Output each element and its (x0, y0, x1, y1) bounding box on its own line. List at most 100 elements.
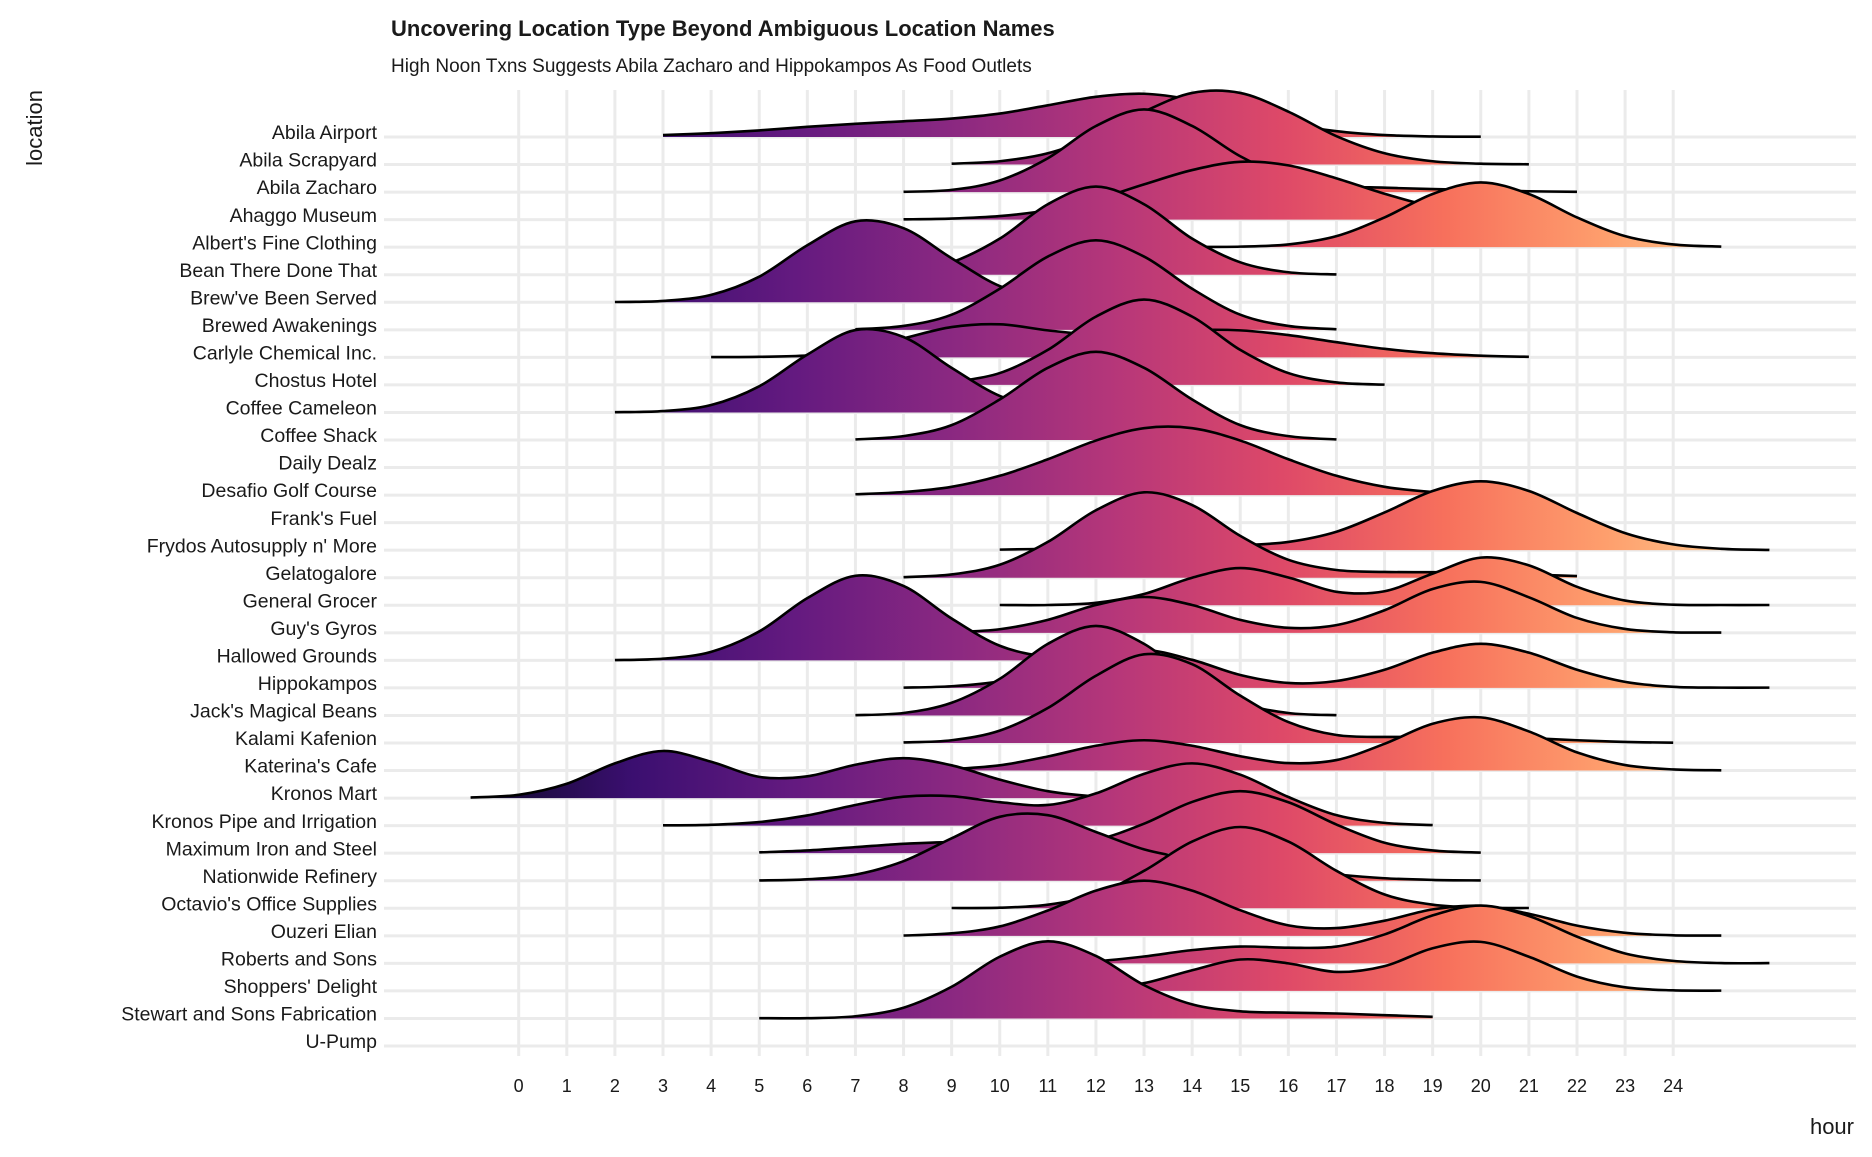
y-tick-label: Albert's Fine Clothing (192, 232, 377, 254)
y-tick-label: Guy's Gyros (270, 618, 377, 640)
y-tick-label: Abila Scrapyard (239, 150, 377, 172)
ridge-line (662, 762, 1433, 827)
x-axis-title: hour (1810, 1114, 1854, 1139)
x-tick-label: 3 (658, 1076, 668, 1096)
chart-title: Uncovering Location Type Beyond Ambiguou… (391, 16, 1055, 41)
x-tick-label: 16 (1278, 1076, 1298, 1096)
x-tick-label: 23 (1615, 1076, 1635, 1096)
ridge-area (855, 426, 1481, 496)
ridge-area (855, 351, 1337, 440)
y-tick-label: Katerina's Cafe (244, 756, 377, 778)
ridges (470, 89, 1770, 1020)
y-tick-label: Gelatogalore (265, 563, 377, 585)
x-tick-label: 15 (1230, 1076, 1250, 1096)
y-tick-label: Abila Zacharo (257, 177, 377, 199)
y-tick-label: Octavio's Office Supplies (161, 893, 377, 915)
y-tick-label: Frydos Autosupply n' More (147, 535, 377, 557)
y-axis-title: location (22, 90, 47, 166)
ridge-line (903, 879, 1722, 937)
y-tick-label: Abila Airport (272, 122, 378, 144)
x-tick-label: 19 (1423, 1076, 1443, 1096)
y-tick-label: Brewed Awakenings (202, 315, 378, 337)
x-tick-label: 9 (947, 1076, 957, 1096)
ridge-line (614, 574, 1097, 662)
ridge-area (1095, 941, 1722, 991)
x-tick-label: 12 (1086, 1076, 1106, 1096)
ridge-area (903, 161, 1529, 220)
y-tick-label: U-Pump (305, 1031, 377, 1053)
y-tick-label: Hallowed Grounds (217, 646, 378, 668)
ridge-line (951, 298, 1385, 386)
y-tick-label: Kalami Kafenion (235, 728, 377, 750)
x-tick-label: 8 (899, 1076, 909, 1096)
y-tick-label: Roberts and Sons (221, 949, 377, 971)
y-tick-label: Kronos Mart (271, 783, 378, 805)
y-tick-label: Maximum Iron and Steel (166, 838, 377, 860)
ridge-area (1144, 182, 1722, 248)
x-tick-label: 13 (1134, 1076, 1154, 1096)
ridge-area (999, 557, 1770, 606)
ridge-line (759, 940, 1433, 1020)
ridge-area (759, 813, 1481, 881)
ridge-line (1095, 940, 1722, 992)
y-tick-label: Stewart and Sons Fabrication (121, 1004, 377, 1026)
ridge-area (1047, 905, 1770, 964)
ridge-line (951, 580, 1722, 634)
ridge-line (470, 749, 1145, 800)
y-tick-label: Daily Dealz (278, 453, 377, 475)
ridge-line (951, 89, 1529, 166)
x-tick-label: 4 (706, 1076, 716, 1096)
ridge-line (855, 350, 1337, 441)
ridge-line (1047, 904, 1770, 965)
ridge-area (759, 791, 1481, 854)
y-tick-label: Brew've Been Served (190, 287, 377, 309)
y-tick-label: Shoppers' Delight (224, 976, 378, 998)
chart-subtitle: High Noon Txns Suggests Abila Zacharo an… (391, 56, 1032, 77)
x-tick-label: 7 (850, 1076, 860, 1096)
ridge-line (951, 825, 1529, 910)
ridge-line (951, 715, 1722, 772)
y-tick-label: Ouzeri Elian (271, 921, 377, 943)
y-tick-label: Desafio Golf Course (201, 480, 377, 502)
y-tick-label: Hippokampos (258, 673, 377, 695)
ridge-line (855, 425, 1481, 496)
ridge-area (855, 240, 1337, 330)
x-tick-label: 22 (1567, 1076, 1587, 1096)
x-tick-label: 21 (1519, 1076, 1539, 1096)
ridge-line (662, 92, 1481, 139)
y-tick-label: Bean There Done That (179, 260, 377, 282)
ridge-area (951, 827, 1529, 909)
ridge-area (903, 492, 1577, 578)
x-tick-label: 17 (1326, 1076, 1346, 1096)
ridge-area (999, 481, 1770, 551)
ridge-area (951, 581, 1722, 633)
x-tick-label: 10 (990, 1076, 1010, 1096)
y-tick-label: Coffee Shack (260, 425, 377, 447)
ridge-area (903, 109, 1577, 193)
x-tick-label: 24 (1663, 1076, 1683, 1096)
y-tick-label: Kronos Pipe and Irrigation (152, 811, 377, 833)
y-tick-label: Ahaggo Museum (230, 205, 377, 227)
ridge-area (614, 575, 1096, 661)
x-tick-label: 2 (610, 1076, 620, 1096)
x-tick-label: 11 (1038, 1076, 1057, 1096)
ridge-area (470, 750, 1145, 799)
ridge-area (614, 220, 1096, 303)
y-tick-label: Nationwide Refinery (202, 866, 377, 888)
y-tick-label: General Grocer (243, 590, 378, 612)
y-tick-label: Coffee Cameleon (226, 398, 377, 420)
ridge-line (1144, 181, 1722, 249)
ridge-area (951, 717, 1722, 771)
y-tick-label: Frank's Fuel (270, 508, 377, 530)
x-tick-label: 1 (562, 1076, 572, 1096)
y-tick-label: Jack's Magical Beans (190, 701, 377, 723)
labels: 0 1 2 3 4 5 6 7 8 9 10 11 12 13 14 15 16 17 18 19 20 21 22 23 24… (121, 122, 1683, 1096)
x-tick-label: 18 (1375, 1076, 1395, 1096)
x-tick-label: 14 (1182, 1076, 1202, 1096)
y-tick-label: Chostus Hotel (255, 370, 377, 392)
x-tick-label: 20 (1471, 1076, 1491, 1096)
x-tick-label: 0 (514, 1076, 524, 1096)
ridge-line (855, 239, 1337, 331)
